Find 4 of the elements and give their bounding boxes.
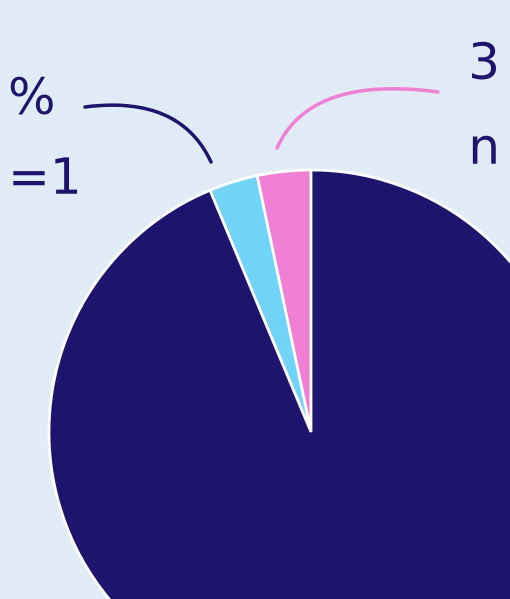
text: =1 <box>13 157 78 194</box>
text: 3 <box>472 42 496 80</box>
text: n <box>472 136 496 164</box>
text: % <box>10 76 53 115</box>
